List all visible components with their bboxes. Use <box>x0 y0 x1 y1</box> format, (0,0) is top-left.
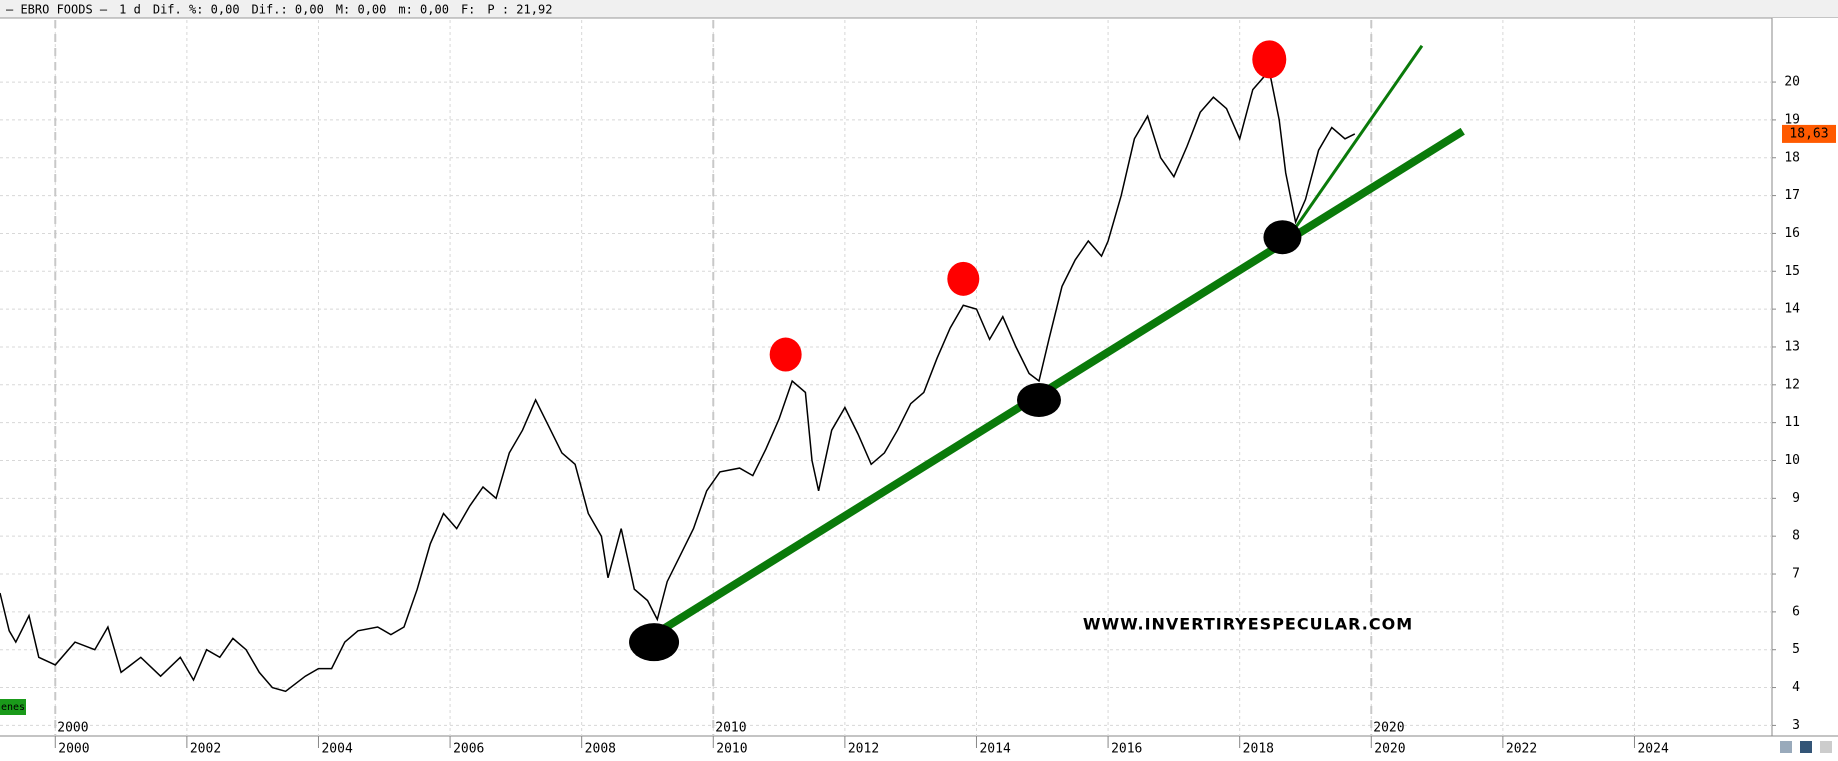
low-marker <box>1016 382 1061 417</box>
close-icon[interactable] <box>1820 741 1832 753</box>
x-tick-label: 2008 <box>585 742 616 757</box>
x-tick-label: 2022 <box>1506 742 1537 757</box>
y-tick-label: 10 <box>1784 453 1800 468</box>
x-tick-label: 2020 <box>1374 742 1405 757</box>
x-tick-label: 2016 <box>1111 742 1142 757</box>
peak-marker <box>947 261 980 296</box>
y-tick-label: 6 <box>1792 604 1800 619</box>
x-tick-label: 2004 <box>321 742 352 757</box>
header-text: – EBRO FOODS – <box>6 3 108 17</box>
y-tick-label: 5 <box>1792 642 1800 657</box>
x-tick-label: 2002 <box>190 742 221 757</box>
decade-label: 2010 <box>715 721 746 736</box>
peak-marker <box>769 337 802 372</box>
y-tick-label: 11 <box>1784 415 1800 430</box>
header-text: Dif. %: 0,00 <box>153 3 240 17</box>
decade-label: 2020 <box>1373 721 1404 736</box>
toolbar-icon[interactable] <box>1780 741 1792 753</box>
y-tick-label: 12 <box>1784 377 1800 392</box>
save-icon[interactable] <box>1800 741 1812 753</box>
low-marker <box>1263 220 1302 255</box>
y-tick-label: 14 <box>1784 302 1800 317</box>
y-tick-label: 13 <box>1784 339 1800 354</box>
legend-tag-box <box>0 699 26 715</box>
y-tick-label: 17 <box>1784 188 1800 203</box>
legend-tag: enes <box>1 702 25 713</box>
y-tick-label: 3 <box>1792 718 1800 733</box>
header-text: P : 21,92 <box>487 3 552 17</box>
y-tick-label: 16 <box>1784 226 1800 241</box>
y-tick-label: 15 <box>1784 264 1800 279</box>
header-text: Dif.: 0,00 <box>252 3 324 17</box>
decade-label: 2000 <box>57 721 88 736</box>
x-tick-label: 2012 <box>848 742 879 757</box>
y-tick-label: 7 <box>1792 567 1800 582</box>
header-text: 1 d <box>119 3 141 17</box>
x-tick-label: 2014 <box>979 742 1010 757</box>
x-tick-label: 2000 <box>58 742 89 757</box>
x-tick-label: 2018 <box>1243 742 1274 757</box>
y-tick-label: 9 <box>1792 491 1800 506</box>
y-tick-label: 4 <box>1792 680 1800 695</box>
x-tick-label: 2006 <box>453 742 484 757</box>
last-price-box <box>1782 124 1836 143</box>
header-text: M: 0,00 <box>336 3 387 17</box>
x-tick-label: 2010 <box>716 742 747 757</box>
last-price-label: 18,63 <box>1789 126 1828 141</box>
y-tick-label: 8 <box>1792 529 1800 544</box>
x-tick-label: 2024 <box>1637 742 1668 757</box>
watermark: WWW.INVERTIRYESPECULAR.COM <box>1083 615 1413 634</box>
header-text: m: 0,00 <box>398 3 449 17</box>
low-marker <box>629 623 680 662</box>
y-tick-label: 18 <box>1784 150 1800 165</box>
trendline <box>1293 44 1424 230</box>
header-bar <box>0 0 1838 18</box>
header-text: F: <box>461 3 475 17</box>
y-tick-label: 19 <box>1784 112 1800 127</box>
price-line <box>0 69 1356 693</box>
y-tick-label: 20 <box>1784 75 1800 90</box>
peak-marker <box>1252 40 1287 79</box>
